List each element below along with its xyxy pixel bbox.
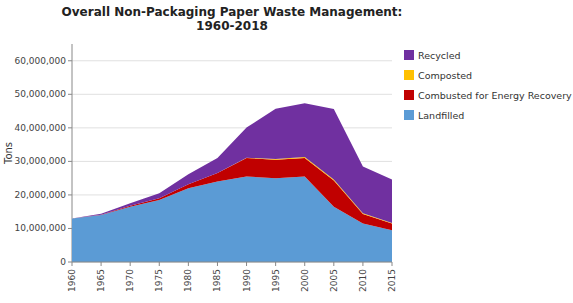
- x-tick-label: 1980: [183, 269, 193, 292]
- y-tick: [68, 194, 72, 195]
- x-tick-label: 2000: [300, 269, 310, 292]
- x-tick-label: 1970: [125, 269, 135, 292]
- x-tick: [275, 262, 276, 266]
- grid-line: [72, 94, 392, 95]
- x-tick: [188, 262, 189, 266]
- x-tick-label: 1965: [96, 269, 106, 292]
- y-tick: [68, 262, 72, 263]
- x-tick: [392, 262, 393, 266]
- y-tick-label: 20,000,000: [14, 190, 66, 200]
- x-tick-label: 2010: [358, 269, 368, 292]
- x-axis: 1960 1965 1970 1975 1980 1985 1990 1995 2000 2005…: [67, 262, 397, 292]
- x-axis-line: [72, 262, 392, 263]
- x-tick-label: 1985: [212, 269, 222, 292]
- x-tick-label: 1960: [67, 269, 77, 292]
- grid-line: [72, 60, 392, 61]
- x-tick: [333, 262, 334, 266]
- legend-swatch: [404, 110, 414, 120]
- x-tick-label: 1990: [242, 269, 252, 292]
- y-axis: 0 10,000,000 20,000,000 30,000,000 40,000,00…: [14, 44, 72, 267]
- y-tick-label: 40,000,000: [14, 123, 66, 133]
- x-tick: [246, 262, 247, 266]
- x-tick: [304, 262, 305, 266]
- title: Overall Non-Packaging Paper Waste Manage…: [62, 5, 403, 33]
- x-tick-label: 2015: [387, 269, 397, 292]
- y-tick: [68, 161, 72, 162]
- y-tick: [68, 60, 72, 61]
- y-axis-label: Tons: [3, 142, 14, 165]
- x-tick: [362, 262, 363, 266]
- x-tick-label: 1995: [271, 269, 281, 292]
- chart: Overall Non-Packaging Paper Waste Manage…: [0, 0, 573, 303]
- x-tick-label: 2005: [329, 269, 339, 292]
- x-tick-label: 1975: [154, 269, 164, 292]
- y-tick: [68, 228, 72, 229]
- legend: Recycled Composted Combusted for Energy Re…: [404, 50, 572, 121]
- y-tick: [68, 127, 72, 128]
- areas: [72, 103, 392, 262]
- legend-swatch: [404, 70, 414, 80]
- y-tick-label: 30,000,000: [14, 156, 66, 166]
- x-tick: [217, 262, 218, 266]
- y-tick: [68, 94, 72, 95]
- title-line: 1960-2018: [196, 19, 268, 33]
- x-tick: [72, 262, 73, 266]
- y-tick-label: 0: [60, 257, 66, 267]
- legend-label: Recycled: [418, 50, 461, 61]
- legend-swatch: [404, 50, 414, 60]
- x-tick: [101, 262, 102, 266]
- area: [72, 103, 392, 223]
- grid-line: [72, 127, 392, 128]
- legend-swatch: [404, 90, 414, 100]
- y-tick-label: 10,000,000: [14, 223, 66, 233]
- grid-line: [72, 262, 392, 263]
- y-tick-label: 60,000,000: [14, 56, 66, 66]
- title-line: Overall Non-Packaging Paper Waste Manage…: [62, 5, 403, 19]
- x-tick: [159, 262, 160, 266]
- x-tick: [130, 262, 131, 266]
- grid: [72, 61, 392, 262]
- y-tick-label: 50,000,000: [14, 89, 66, 99]
- legend-label: Landfilled: [418, 110, 464, 121]
- legend-label: Composted: [418, 70, 472, 81]
- legend-label: Combusted for Energy Recovery: [418, 90, 572, 101]
